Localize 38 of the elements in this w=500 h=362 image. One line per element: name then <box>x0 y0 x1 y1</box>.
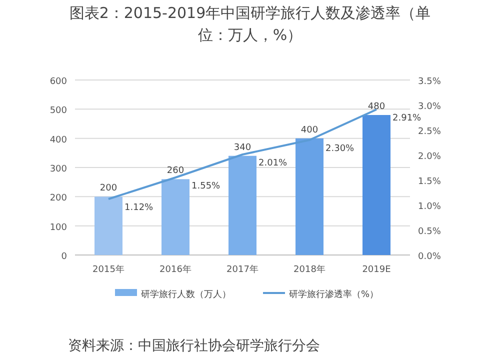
y-tick-label: 200 <box>50 194 68 204</box>
text: 资料来源：中国旅行社协会研学旅行分会 <box>68 338 320 354</box>
y2-tick-label: 3.0% <box>418 102 442 112</box>
data-label: 480 <box>368 102 386 112</box>
y2-tick-label: 0.0% <box>418 252 442 262</box>
data-label: 2.01% <box>258 158 288 168</box>
y2-tick-label: 1.0% <box>418 202 442 212</box>
x-tick-label: 2018年 <box>294 264 326 275</box>
y2-tick-label: 3.5% <box>418 77 442 87</box>
data-label: 2.30% <box>326 144 355 154</box>
data-label: 400 <box>300 125 318 136</box>
data-label: 2.91% <box>392 114 422 124</box>
y-tick-label: 400 <box>50 135 68 146</box>
data-label: 200 <box>100 184 118 194</box>
data-label: 1.55% <box>192 182 221 192</box>
y2-tick-label: 0.5% <box>418 227 442 237</box>
legend-label: 研学旅行人数（万人） <box>141 289 231 300</box>
data-label: 1.12% <box>124 203 154 213</box>
bar <box>162 179 190 255</box>
chart-title: 图表2：2015-2019年中国研学旅行人数及渗透率（单位：万人，%） <box>68 3 432 46</box>
y-tick-label: 0 <box>61 252 68 262</box>
data-label: 340 <box>234 142 252 153</box>
x-tick-label: 2017年 <box>226 264 258 275</box>
y-tick-label: 600 <box>50 77 68 87</box>
y-tick-label: 500 <box>50 106 68 116</box>
y2-tick-label: 1.5% <box>418 177 442 187</box>
y2-tick-label: 2.0% <box>418 152 442 162</box>
x-tick-label: 2015年 <box>92 264 124 275</box>
y-tick-label: 300 <box>50 164 68 174</box>
bar <box>94 196 122 255</box>
x-tick-label: 2019E <box>362 265 392 275</box>
y-tick-label: 100 <box>50 222 68 233</box>
bar <box>228 156 256 255</box>
y2-tick-label: 2.5% <box>418 127 442 137</box>
x-tick-label: 2016年 <box>160 264 192 275</box>
legend-label: 研学旅行渗透率（%） <box>289 289 379 300</box>
bar <box>296 138 324 255</box>
data-label: 260 <box>166 166 184 176</box>
